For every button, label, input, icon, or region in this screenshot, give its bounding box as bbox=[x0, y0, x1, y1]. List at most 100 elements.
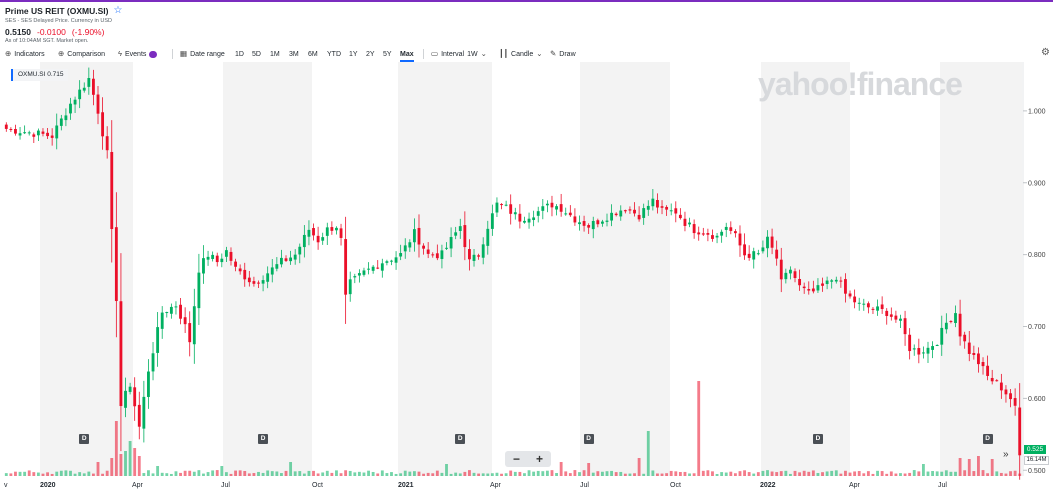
volume-bar bbox=[977, 456, 980, 476]
candle-body bbox=[935, 345, 939, 347]
volume-bar bbox=[426, 472, 430, 476]
indicators-button[interactable]: ⊕ Indicators bbox=[5, 47, 45, 61]
candle-body bbox=[206, 256, 210, 260]
dividend-marker[interactable]: D bbox=[812, 434, 823, 444]
volume-bar bbox=[55, 471, 59, 476]
zoom-out-button[interactable]: − bbox=[512, 452, 520, 466]
symbol-legend[interactable]: OXMU.SI 0.715 bbox=[11, 69, 68, 81]
candle-body bbox=[64, 115, 68, 121]
comparison-icon: ⊕ bbox=[58, 49, 65, 59]
volume-bar bbox=[600, 471, 604, 476]
candle-body bbox=[894, 315, 898, 320]
range-max[interactable]: Max bbox=[400, 47, 414, 62]
candle-body bbox=[926, 347, 930, 354]
candle-body bbox=[9, 128, 13, 130]
candle-body bbox=[623, 210, 627, 212]
candle-body bbox=[417, 227, 421, 245]
volume-bar bbox=[623, 473, 627, 476]
volume-bar bbox=[958, 458, 962, 476]
volume-bar bbox=[174, 471, 178, 476]
candle-body bbox=[605, 220, 609, 222]
candle-body bbox=[307, 229, 311, 237]
candle-body bbox=[977, 353, 980, 365]
candle-body bbox=[775, 249, 779, 259]
candle-body bbox=[701, 233, 705, 235]
candle-body bbox=[197, 272, 201, 309]
dividend-marker[interactable]: D bbox=[258, 434, 269, 444]
range-2y[interactable]: 2Y bbox=[366, 50, 375, 58]
x-tick-label: Oct bbox=[312, 482, 323, 489]
candle-body bbox=[550, 202, 554, 208]
candle-body bbox=[137, 404, 141, 427]
dividend-marker[interactable]: D bbox=[583, 434, 594, 444]
candle-body bbox=[811, 288, 815, 292]
volume-bar bbox=[224, 472, 228, 476]
candle-body bbox=[715, 235, 719, 238]
volume-bar bbox=[385, 473, 389, 476]
date-range-icon: ▦ bbox=[180, 49, 188, 59]
candle-body bbox=[119, 301, 123, 407]
volume-bar bbox=[981, 470, 985, 476]
candle-body bbox=[312, 228, 315, 236]
candle-body bbox=[761, 247, 765, 252]
candle-body bbox=[752, 251, 756, 260]
events-button[interactable]: ϟ Events bbox=[118, 47, 158, 61]
price-chart[interactable]: 0.500 0.600 0.700 0.800 0.900 1.000 v 2020 Apr Ju… bbox=[0, 62, 1053, 498]
zoom-in-button[interactable]: + bbox=[535, 452, 543, 466]
range-5d[interactable]: 5D bbox=[252, 50, 261, 58]
volume-bar bbox=[779, 471, 783, 476]
candle-body bbox=[73, 99, 77, 105]
candle-body bbox=[124, 390, 127, 408]
range-6m[interactable]: 6M bbox=[308, 50, 318, 58]
volume-bar bbox=[238, 470, 242, 476]
volume-bar bbox=[270, 471, 274, 476]
candle-body bbox=[830, 280, 834, 282]
x-tick-label: Apr bbox=[849, 482, 861, 489]
candle-body bbox=[600, 221, 604, 224]
volume-bar bbox=[206, 472, 210, 476]
settings-icon[interactable]: ⚙ bbox=[1041, 47, 1050, 58]
range-1m[interactable]: 1M bbox=[270, 50, 280, 58]
candle-body bbox=[784, 272, 788, 280]
candle-body bbox=[545, 203, 549, 206]
candle-body bbox=[633, 209, 636, 214]
x-tick-label: Oct bbox=[670, 482, 681, 489]
candle-body bbox=[142, 396, 146, 429]
interval-button[interactable]: ▭ Interval 1W ⌄ bbox=[431, 47, 487, 61]
candle-body bbox=[367, 268, 370, 270]
dividend-marker[interactable]: D bbox=[982, 434, 993, 444]
range-3m[interactable]: 3M bbox=[289, 50, 299, 58]
candle-body bbox=[789, 269, 792, 274]
draw-button[interactable]: ✎ Draw bbox=[550, 47, 576, 61]
volume-bar bbox=[417, 471, 421, 476]
volume-bar bbox=[14, 471, 17, 476]
candle-body bbox=[688, 222, 691, 225]
comparison-button[interactable]: ⊕ Comparison bbox=[58, 47, 105, 61]
dividend-marker[interactable]: D bbox=[79, 434, 90, 444]
candle-body bbox=[839, 280, 843, 282]
candle-body bbox=[96, 94, 100, 114]
volume-bar bbox=[137, 456, 141, 476]
candle-body bbox=[41, 131, 45, 134]
range-5y[interactable]: 5Y bbox=[383, 50, 392, 58]
range-1d[interactable]: 1D bbox=[235, 50, 244, 58]
star-icon[interactable]: ☆ bbox=[113, 5, 123, 16]
date-range-button[interactable]: ▦ Date range bbox=[180, 47, 225, 61]
fast-forward-icon[interactable]: » bbox=[1003, 449, 1009, 460]
volume-bar bbox=[156, 466, 160, 476]
volume-bar bbox=[114, 421, 118, 476]
candle-body bbox=[412, 229, 416, 243]
volume-bar bbox=[50, 473, 54, 476]
chart-type-button[interactable]: ┃┃ Candle ⌄ bbox=[499, 47, 543, 61]
candle-body bbox=[390, 260, 393, 262]
volume-bar bbox=[876, 470, 879, 476]
range-1y[interactable]: 1Y bbox=[349, 50, 358, 58]
volume-bar bbox=[486, 473, 490, 476]
range-ytd[interactable]: YTD bbox=[327, 50, 341, 58]
candle-body bbox=[344, 239, 348, 295]
volume-bar bbox=[280, 473, 283, 476]
dividend-marker[interactable]: D bbox=[455, 434, 466, 444]
volume-bar bbox=[1004, 473, 1008, 476]
volume-bar bbox=[257, 471, 260, 476]
candle-body bbox=[908, 334, 912, 352]
